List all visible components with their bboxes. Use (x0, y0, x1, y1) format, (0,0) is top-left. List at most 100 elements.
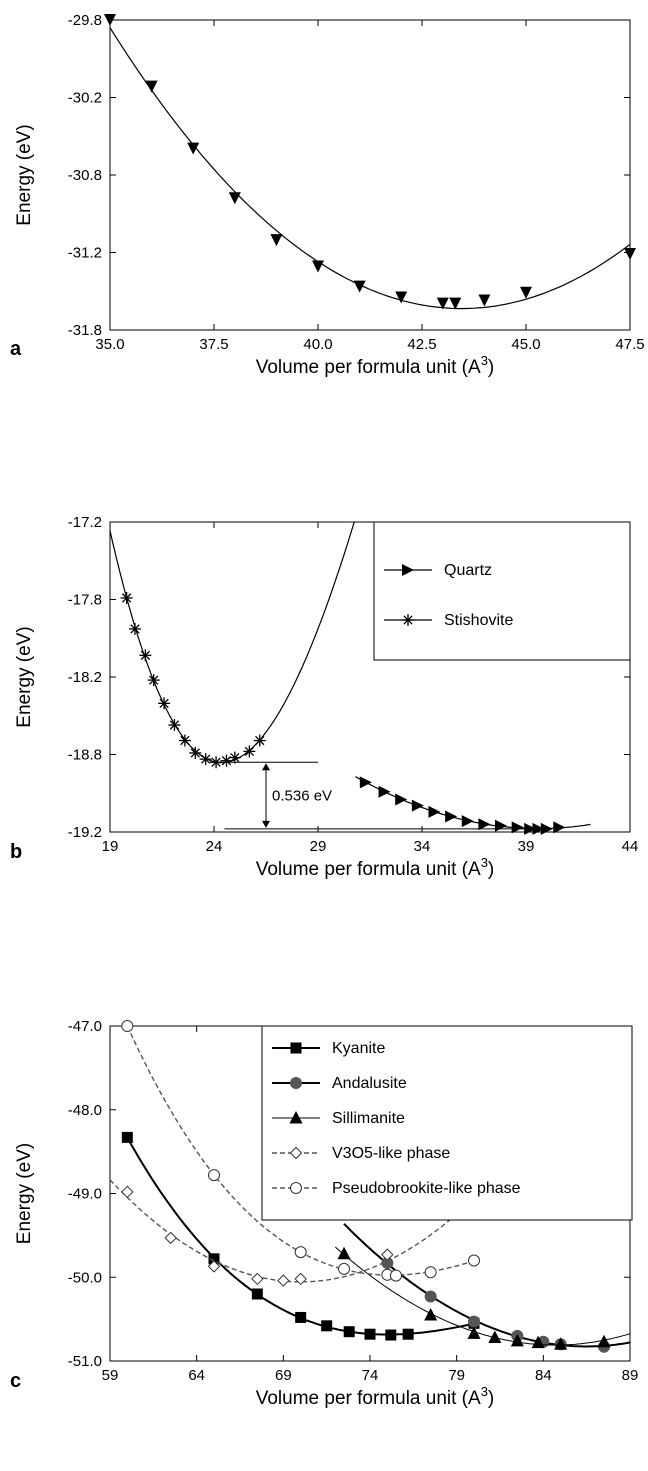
y-axis-label: Energy (eV) (14, 1143, 35, 1244)
data-point (428, 805, 441, 818)
asterisk-stroke (180, 735, 190, 746)
asterisk-stroke (201, 754, 211, 764)
data-point (467, 1326, 481, 1339)
asterisk-stroke (159, 698, 169, 709)
x-tick-label: 39 (518, 838, 535, 855)
legend-marker (402, 564, 414, 576)
asterisk-stroke (149, 675, 159, 685)
data-point (424, 1307, 438, 1321)
y-tick-label: -18.2 (68, 669, 102, 686)
panel-letter: b (10, 841, 22, 863)
data-point (353, 280, 366, 293)
data-point (624, 248, 636, 261)
data-point (385, 1329, 397, 1341)
data-point (312, 260, 324, 273)
data-point (251, 1288, 263, 1300)
data-point (531, 1335, 545, 1349)
y-tick-label: -19.2 (68, 824, 102, 841)
y-tick-label: -30.2 (68, 90, 102, 107)
data-point (168, 719, 181, 732)
data-point (520, 286, 532, 299)
data-point (402, 1328, 414, 1340)
data-point (121, 1020, 134, 1032)
data-point (220, 754, 233, 767)
data-point (540, 822, 553, 835)
x-tick-label: 47.5 (615, 336, 644, 353)
arrow-head-down (262, 820, 270, 828)
x-tick-label: 34 (414, 838, 431, 855)
data-point (120, 591, 133, 604)
data-point (395, 793, 408, 806)
data-point (178, 734, 191, 747)
data-point (461, 815, 474, 828)
data-point (395, 291, 408, 304)
data-point (468, 1254, 480, 1267)
data-point (277, 1274, 290, 1287)
y-tick-label: -31.8 (68, 322, 102, 339)
x-axis-label-main: Volume per formula unit (A (256, 859, 481, 880)
x-tick-label: 59 (102, 1367, 119, 1384)
y-tick-label: -17.2 (68, 514, 102, 531)
x-tick-label: 24 (206, 838, 223, 855)
data-point (199, 753, 212, 766)
data-point (359, 776, 372, 789)
data-point (321, 1320, 333, 1332)
data-point (164, 1231, 177, 1245)
x-axis-label-superscript: 3 (481, 855, 488, 870)
panel-b: 19 24 29 34 39 44 -17.2 -17.8 -18.2 -18.8 -19.2 Vol… (10, 514, 638, 880)
fit-curve-sillimanite (334, 1246, 630, 1346)
data-point (338, 1262, 350, 1275)
y-tick-label: -48.0 (68, 1102, 102, 1119)
data-point (251, 1272, 264, 1286)
x-tick-label: 74 (362, 1367, 379, 1384)
data-point (147, 674, 160, 687)
data-point (495, 819, 508, 832)
data-point (337, 1246, 351, 1260)
data-point (158, 697, 171, 710)
y-tick-label: -30.8 (68, 167, 102, 184)
x-axis-label-main: Volume per formula unit (A (256, 357, 481, 378)
data-point (207, 1260, 221, 1273)
legend-label: Stishovite (444, 612, 513, 629)
x-tick-label: 19 (102, 838, 119, 855)
legend-marker (402, 614, 414, 626)
y-tick-label: -31.2 (68, 245, 102, 262)
data-point (139, 649, 152, 662)
legend-label: Andalusite (332, 1075, 407, 1092)
y-axis-label: Energy (eV) (14, 124, 35, 225)
legend-marker (289, 1111, 303, 1124)
asterisk-stroke (130, 624, 140, 634)
data-point (488, 1330, 502, 1344)
x-tick-label: 42.5 (407, 336, 436, 353)
data-point (121, 1131, 133, 1143)
series-pseudobrookite-like-phase (121, 1020, 480, 1282)
series-v3o5-like-phase (121, 1185, 481, 1287)
panel-letter: a (10, 338, 22, 360)
data-point (343, 1326, 355, 1338)
x-tick-label: 45.0 (511, 336, 540, 353)
data-point (378, 785, 391, 798)
y-tick-label: -47.0 (68, 1018, 102, 1035)
plot-frame (109, 19, 631, 331)
legend-box (261, 1025, 633, 1221)
data-point (445, 810, 458, 823)
asterisk-stroke (255, 735, 265, 746)
data-point (228, 192, 241, 205)
data-point (411, 799, 424, 812)
asterisk-stroke (403, 615, 413, 625)
x-axis-label-superscript: 3 (481, 1384, 488, 1399)
data-point (145, 80, 158, 93)
energy-gap-label: 0.536 eV (272, 788, 332, 805)
x-tick-label: 84 (535, 1367, 552, 1384)
fit-curve-stishovite (110, 522, 355, 764)
data-point (128, 622, 141, 635)
x-axis-label-close: ) (488, 859, 494, 880)
data-point (510, 1333, 524, 1347)
legend-label: Pseudobrookite-like phase (332, 1180, 521, 1197)
data-point (121, 1185, 134, 1199)
data-point (189, 746, 202, 759)
data-point (478, 818, 491, 831)
legend-marker (290, 1042, 302, 1054)
arrow-head-up (262, 763, 270, 771)
